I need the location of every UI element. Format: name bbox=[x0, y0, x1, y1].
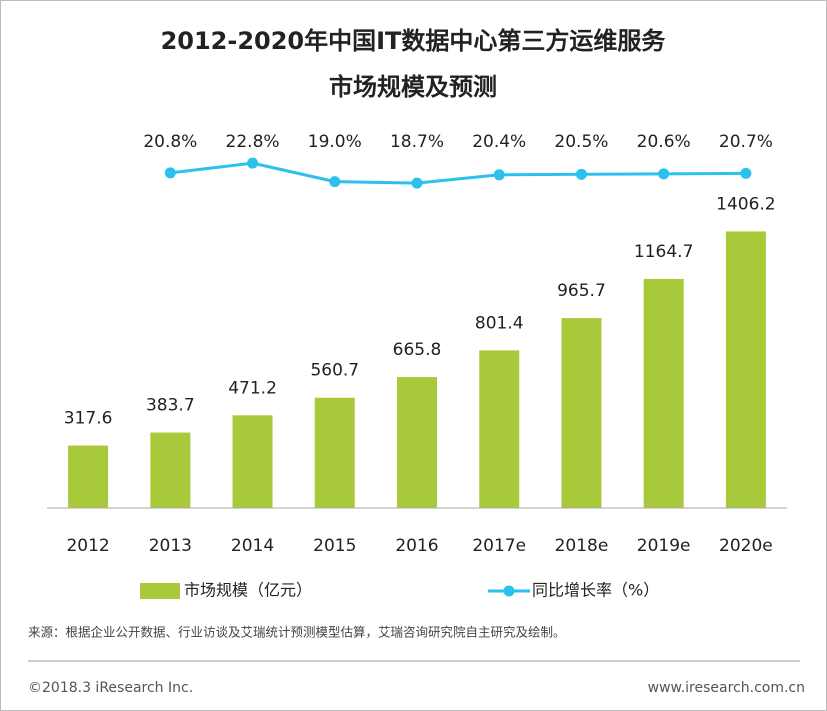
chart-title: 2012-2020年中国IT数据中心第三方运维服务 bbox=[161, 27, 667, 55]
line-point bbox=[658, 168, 670, 180]
line-point bbox=[247, 157, 259, 169]
data-label: 20.4% bbox=[472, 132, 526, 152]
data-label: 383.7 bbox=[146, 396, 195, 416]
x-tick-label: 2013 bbox=[149, 536, 192, 556]
x-tick-label: 2018e bbox=[555, 536, 609, 556]
bar bbox=[397, 377, 437, 508]
x-tick-label: 2020e bbox=[719, 536, 773, 556]
data-label: 1164.7 bbox=[634, 242, 693, 262]
line-point bbox=[329, 176, 341, 188]
line bbox=[170, 161, 746, 185]
bar bbox=[479, 350, 520, 508]
data-label: 471.2 bbox=[228, 378, 277, 398]
data-label: 20.6% bbox=[637, 132, 691, 152]
legend-swatch bbox=[503, 585, 515, 597]
data-label: 560.7 bbox=[310, 361, 359, 381]
bar bbox=[643, 278, 684, 508]
line-point bbox=[740, 167, 752, 179]
bar bbox=[232, 415, 273, 508]
copyright: ©2018.3 iResearch Inc. bbox=[28, 680, 193, 696]
data-label: 965.7 bbox=[557, 281, 606, 301]
line-point bbox=[164, 167, 176, 179]
data-label: 801.4 bbox=[475, 313, 524, 333]
data-label: 317.6 bbox=[64, 409, 113, 429]
x-tick-label: 2016 bbox=[395, 536, 438, 556]
data-label: 20.5% bbox=[554, 132, 608, 152]
x-tick-label: 2017e bbox=[472, 536, 526, 556]
bar bbox=[68, 445, 109, 508]
bar bbox=[725, 231, 766, 508]
data-label: 20.8% bbox=[143, 132, 197, 152]
data-label: 1406.2 bbox=[716, 194, 775, 214]
data-label: 22.8% bbox=[226, 132, 280, 152]
line-point bbox=[575, 168, 587, 180]
legend-label: 市场规模（亿元） bbox=[184, 581, 312, 600]
x-tick-label: 2012 bbox=[66, 536, 109, 556]
website: www.iresearch.com.cn bbox=[648, 680, 805, 696]
data-label: 20.7% bbox=[719, 132, 773, 152]
bar bbox=[150, 432, 191, 508]
legend-swatch bbox=[140, 583, 180, 599]
x-tick-label: 2015 bbox=[313, 536, 356, 556]
data-label: 19.0% bbox=[308, 132, 362, 152]
data-label: 18.7% bbox=[390, 132, 444, 152]
x-tick-label: 2019e bbox=[637, 536, 691, 556]
x-tick-label: 2014 bbox=[231, 536, 274, 556]
bar bbox=[314, 397, 355, 508]
line-point bbox=[411, 177, 423, 189]
chart-title: 市场规模及预测 bbox=[329, 73, 497, 101]
data-label: 665.8 bbox=[393, 340, 442, 360]
bar bbox=[561, 318, 602, 508]
legend-label: 同比增长率（%） bbox=[532, 581, 659, 600]
source-note: 来源：根据企业公开数据、行业访谈及艾瑞统计预测模型估算，艾瑞咨询研究院自主研究及… bbox=[28, 625, 566, 640]
line-point bbox=[493, 169, 505, 181]
